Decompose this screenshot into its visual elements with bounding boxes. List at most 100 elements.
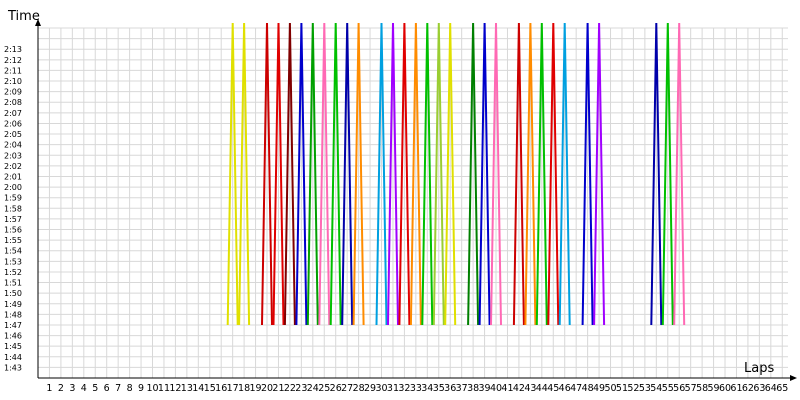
x-tick-label: 59 xyxy=(708,383,720,394)
x-tick-label: 28 xyxy=(353,383,365,394)
x-tick-label: 54 xyxy=(650,383,662,394)
x-tick-label: 44 xyxy=(536,383,548,394)
x-tick-label: 33 xyxy=(410,383,422,394)
x-tick-label: 17 xyxy=(227,383,239,394)
x-tick-label: 52 xyxy=(627,383,639,394)
x-tick-label: 60 xyxy=(719,383,731,394)
x-tick-label: 7 xyxy=(115,383,121,394)
spike-line xyxy=(409,22,422,326)
x-tick-label: 20 xyxy=(261,383,273,394)
y-tick-label: 1:52 xyxy=(4,268,22,277)
x-tick-label: 8 xyxy=(127,383,133,394)
x-tick-label: 30 xyxy=(375,383,387,394)
x-tick-label: 26 xyxy=(330,383,342,394)
x-tick-label: 24 xyxy=(307,383,319,394)
y-tick-label: 1:46 xyxy=(4,332,22,341)
x-tick-label: 62 xyxy=(742,383,754,394)
x-tick-label: 13 xyxy=(181,383,193,394)
y-tick-label: 2:01 xyxy=(4,172,22,181)
x-tick-label: 43 xyxy=(524,383,536,394)
x-tick-label: 31 xyxy=(387,383,399,394)
y-tick-label: 2:12 xyxy=(4,56,22,65)
x-tick-label: 65 xyxy=(776,383,788,394)
x-tick-label: 58 xyxy=(696,383,708,394)
x-tick-label: 4 xyxy=(81,383,87,394)
y-axis-arrow xyxy=(35,19,41,26)
y-tick-label: 2:00 xyxy=(4,183,22,192)
y-tick-label: 1:53 xyxy=(4,257,22,266)
spike-line xyxy=(398,22,411,326)
y-tick-labels: 1:431:44 1:451:46 1:47 1:481:49 1:501:51 1:52… xyxy=(4,45,22,372)
y-tick-label: 2:05 xyxy=(4,130,22,139)
spike-lines xyxy=(226,22,686,326)
y-tick-label: 2:03 xyxy=(4,151,22,160)
spike-line xyxy=(432,22,445,326)
y-tick-label: 2:07 xyxy=(4,109,22,118)
x-tick-label: 25 xyxy=(318,383,330,394)
spike-line xyxy=(673,22,686,326)
x-tick-label: 38 xyxy=(467,383,479,394)
x-tick-label: 19 xyxy=(250,383,262,394)
spike-line xyxy=(387,22,399,326)
y-tick-label: 2:02 xyxy=(4,162,22,171)
x-tick-label: 51 xyxy=(616,383,628,394)
x-tick-label: 10 xyxy=(146,383,158,394)
x-tick-label: 36 xyxy=(444,383,456,394)
x-tick-label: 23 xyxy=(295,383,307,394)
y-tick-label: 2:06 xyxy=(4,119,22,128)
x-tick-label: 14 xyxy=(192,383,204,394)
spike-line xyxy=(535,22,548,326)
x-tick-label: 22 xyxy=(284,383,296,394)
spike-line xyxy=(341,22,354,326)
spike-line xyxy=(661,22,674,326)
x-tick-label: 37 xyxy=(456,383,468,394)
x-tick-label: 50 xyxy=(604,383,616,394)
x-tick-label: 39 xyxy=(479,383,491,394)
y-tick-label: 1:48 xyxy=(4,310,22,319)
y-tick-label: 2:10 xyxy=(4,77,22,86)
spike-line xyxy=(478,22,491,326)
x-tick-label: 46 xyxy=(559,383,571,394)
x-tick-label: 32 xyxy=(398,383,410,394)
x-tick-label: 29 xyxy=(364,383,376,394)
spike-line xyxy=(421,22,434,326)
x-tick-label: 57 xyxy=(685,383,697,394)
spike-line xyxy=(283,22,296,326)
y-tick-label: 1:54 xyxy=(4,247,22,256)
spike-line xyxy=(272,22,285,326)
spike-line xyxy=(352,22,365,326)
spike-line xyxy=(490,22,502,326)
x-tick-label: 1 xyxy=(46,383,52,394)
spike-line xyxy=(318,22,331,326)
x-tick-label: 42 xyxy=(513,383,525,394)
y-tick-label: 1:45 xyxy=(4,342,22,351)
x-tick-label: 45 xyxy=(547,383,559,394)
x-axis-title: Laps xyxy=(744,361,774,376)
x-tick-label: 2 xyxy=(58,383,64,394)
y-tick-label: 1:44 xyxy=(4,353,22,362)
spike-line xyxy=(238,22,251,326)
x-tick-label: 6 xyxy=(104,383,110,394)
spike-line xyxy=(261,22,273,326)
x-tick-label: 35 xyxy=(433,383,445,394)
x-tick-label: 15 xyxy=(204,383,216,394)
spike-line xyxy=(547,22,560,326)
y-tick-label: 1:49 xyxy=(4,300,22,309)
spike-line xyxy=(226,22,239,326)
x-tick-label: 18 xyxy=(238,383,250,394)
y-tick-label: 1:59 xyxy=(4,194,22,203)
x-tick-label: 56 xyxy=(673,383,685,394)
x-tick-label: 11 xyxy=(158,383,170,394)
y-tick-label: 2:11 xyxy=(4,66,22,75)
x-tick-label: 21 xyxy=(272,383,284,394)
spike-line xyxy=(444,22,457,326)
spike-line xyxy=(593,22,606,326)
y-tick-label: 1:57 xyxy=(4,215,22,224)
x-tick-label: 48 xyxy=(582,383,594,394)
y-tick-label: 1:55 xyxy=(4,236,22,245)
x-tick-label: 64 xyxy=(765,383,777,394)
x-tick-label: 5 xyxy=(92,383,98,394)
spike-line xyxy=(306,22,319,326)
y-tick-label: 2:13 xyxy=(4,45,22,54)
